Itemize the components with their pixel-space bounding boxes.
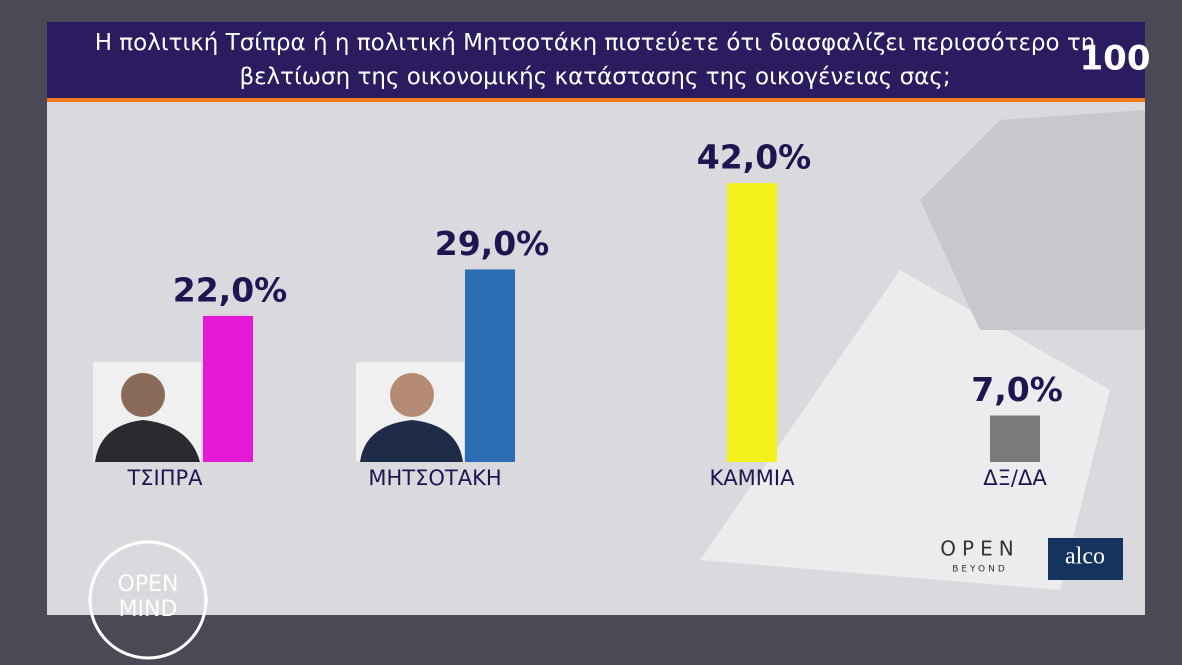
alco-box	[1048, 538, 1123, 580]
value-label: 29,0%	[435, 224, 550, 263]
category-label: ΜΗΤΣΟΤΑΚΗ	[368, 466, 501, 490]
category-label: ΚΑΜΜΙΑ	[710, 466, 796, 490]
bar	[990, 415, 1040, 462]
photo-suit	[360, 420, 463, 462]
open-mind-logo: OPEN	[118, 572, 179, 597]
bar	[727, 183, 777, 462]
ballot-paper	[700, 270, 1110, 590]
bar	[465, 269, 515, 462]
beyond-logo: BEYOND	[952, 565, 1008, 575]
chart-title: Η πολιτική Τσίπρα ή η πολιτική Μητσοτάκη…	[94, 30, 1096, 90]
open-mind-logo: MIND	[119, 597, 178, 622]
value-label: 42,0%	[697, 138, 812, 177]
photo-face	[390, 373, 434, 417]
channel-logo: 100	[1080, 39, 1151, 79]
alco-logo: alco	[1065, 544, 1105, 570]
open-mind-ring	[88, 540, 208, 660]
title-band	[47, 22, 1145, 100]
photo-suit	[95, 420, 200, 462]
hand	[920, 110, 1145, 330]
open-logo: OPEN	[940, 537, 1019, 561]
category-label: ΔΞ/ΔΑ	[983, 466, 1047, 490]
photo-face	[121, 373, 165, 417]
category-label: ΤΣΙΠΡΑ	[126, 466, 203, 490]
title-underline	[47, 98, 1145, 102]
bar	[203, 315, 253, 462]
value-label: 7,0%	[971, 370, 1063, 409]
value-label: 22,0%	[173, 270, 288, 309]
